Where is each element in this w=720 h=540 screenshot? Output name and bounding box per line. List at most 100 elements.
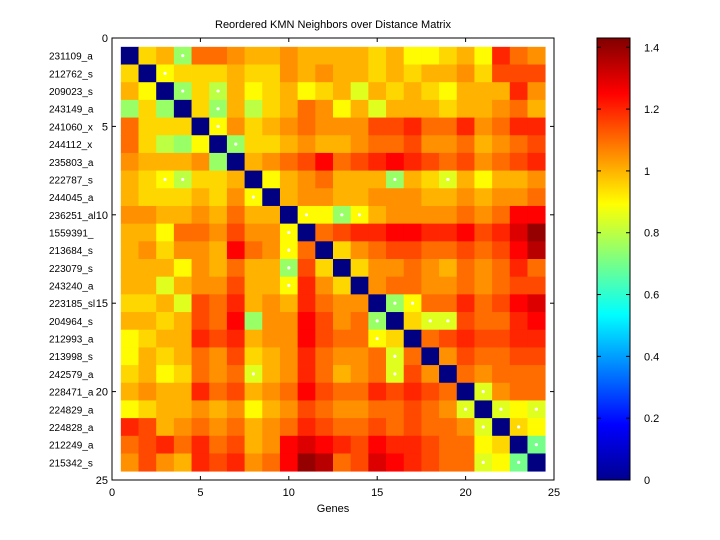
heatmap-cell	[209, 276, 228, 295]
heatmap-cell	[527, 241, 546, 260]
heatmap-cell	[297, 188, 316, 207]
heatmap-cell	[527, 64, 546, 83]
heatmap-cell	[527, 453, 546, 472]
heatmap-cell	[297, 82, 316, 101]
heatmap-cell	[315, 82, 334, 101]
heatmap-cell	[244, 241, 263, 260]
heatmap-cell	[191, 223, 210, 242]
heatmap-cell	[456, 365, 475, 384]
heatmap-cell	[191, 382, 210, 401]
heatmap-cell	[191, 170, 210, 189]
heatmap-cell	[474, 241, 493, 260]
row-label: 204964_s	[49, 317, 93, 328]
heatmap-cell	[138, 170, 157, 189]
heatmap-cell	[456, 329, 475, 348]
heatmap-cell	[297, 365, 316, 384]
heatmap-cell	[350, 276, 369, 295]
heatmap-cell	[368, 205, 387, 225]
row-label: 212249_a	[49, 441, 94, 452]
heatmap-cell	[297, 46, 316, 65]
heatmap-cell	[527, 276, 546, 295]
matrix-cells	[120, 46, 546, 472]
heatmap-cell	[403, 312, 422, 331]
heatmap-cell	[138, 205, 157, 225]
heatmap-cell	[315, 453, 334, 472]
plot-frame	[111, 37, 555, 481]
heatmap-cell	[350, 312, 369, 331]
row-label: 243240_a	[49, 282, 94, 293]
heatmap-cell	[403, 205, 422, 225]
heatmap-cell	[315, 418, 334, 437]
heatmap-cell	[333, 99, 352, 118]
heatmap-cell	[527, 117, 546, 136]
heatmap-cell	[386, 99, 405, 118]
colorbar	[596, 37, 631, 481]
heatmap-cell	[527, 382, 546, 401]
heatmap-cell	[492, 117, 511, 136]
heatmap-cell	[474, 188, 493, 207]
heatmap-cell	[368, 64, 387, 83]
heatmap-cell	[368, 223, 387, 242]
heatmap-cell	[244, 64, 263, 83]
heatmap-cell	[386, 188, 405, 207]
row-label: 212762_s	[49, 69, 93, 80]
heatmap-cell	[527, 259, 546, 278]
heatmap-cell	[262, 382, 281, 401]
heatmap-cell	[226, 400, 245, 419]
heatmap-cell	[120, 135, 139, 154]
row-label: 244112_x	[49, 140, 92, 151]
heatmap-cell	[244, 82, 263, 101]
heatmap-cell	[509, 135, 528, 154]
heatmap-cell	[156, 435, 175, 454]
heatmap-cell	[138, 329, 157, 348]
heatmap-cell	[262, 152, 281, 171]
neighbor-marker	[393, 354, 397, 358]
heatmap-cell	[209, 418, 228, 437]
heatmap-cell	[350, 82, 369, 101]
heatmap-cell	[492, 259, 511, 278]
heatmap-cell	[492, 382, 511, 401]
heatmap-cell	[120, 152, 139, 171]
heatmap-cell	[333, 435, 352, 454]
heatmap-cell	[421, 347, 440, 366]
neighbor-marker	[499, 407, 503, 411]
heatmap-cell	[138, 400, 157, 419]
heatmap-cell	[297, 276, 316, 295]
heatmap-cell	[456, 135, 475, 154]
heatmap-cell	[421, 99, 440, 118]
chart-title: Reordered KMN Neighbors over Distance Ma…	[215, 19, 451, 31]
heatmap-cell	[120, 170, 139, 189]
heatmap-cell	[244, 312, 263, 331]
heatmap-cell	[120, 64, 139, 83]
heatmap-cell	[297, 170, 316, 189]
neighbor-marker	[287, 248, 291, 252]
heatmap-cell	[333, 152, 352, 171]
heatmap-cell	[138, 453, 157, 472]
heatmap-cell	[456, 99, 475, 118]
heatmap-cell	[350, 418, 369, 437]
heatmap-cell	[333, 418, 352, 437]
heatmap-cell	[138, 99, 157, 118]
heatmap-cell	[386, 64, 405, 83]
heatmap-cell	[120, 294, 139, 313]
heatmap-cell	[474, 329, 493, 348]
heatmap-cell	[156, 276, 175, 295]
heatmap-cell	[421, 82, 440, 101]
heatmap-cell	[244, 259, 263, 278]
heatmap-cell	[138, 152, 157, 171]
heatmap-cell	[527, 312, 546, 331]
heatmap-cell	[474, 99, 493, 118]
heatmap-cell	[173, 347, 192, 366]
heatmap-cell	[333, 64, 352, 83]
heatmap-cell	[138, 223, 157, 242]
heatmap-cell	[474, 223, 493, 242]
heatmap-cell	[474, 135, 493, 154]
x-tick-label: 15	[371, 487, 383, 499]
heatmap-cell	[138, 241, 157, 260]
heatmap-cell	[333, 294, 352, 313]
heatmap-cell	[350, 64, 369, 83]
heatmap-cell	[368, 82, 387, 101]
heatmap-cell	[244, 347, 263, 366]
heatmap-cell	[120, 365, 139, 384]
heatmap-cell	[439, 435, 458, 454]
